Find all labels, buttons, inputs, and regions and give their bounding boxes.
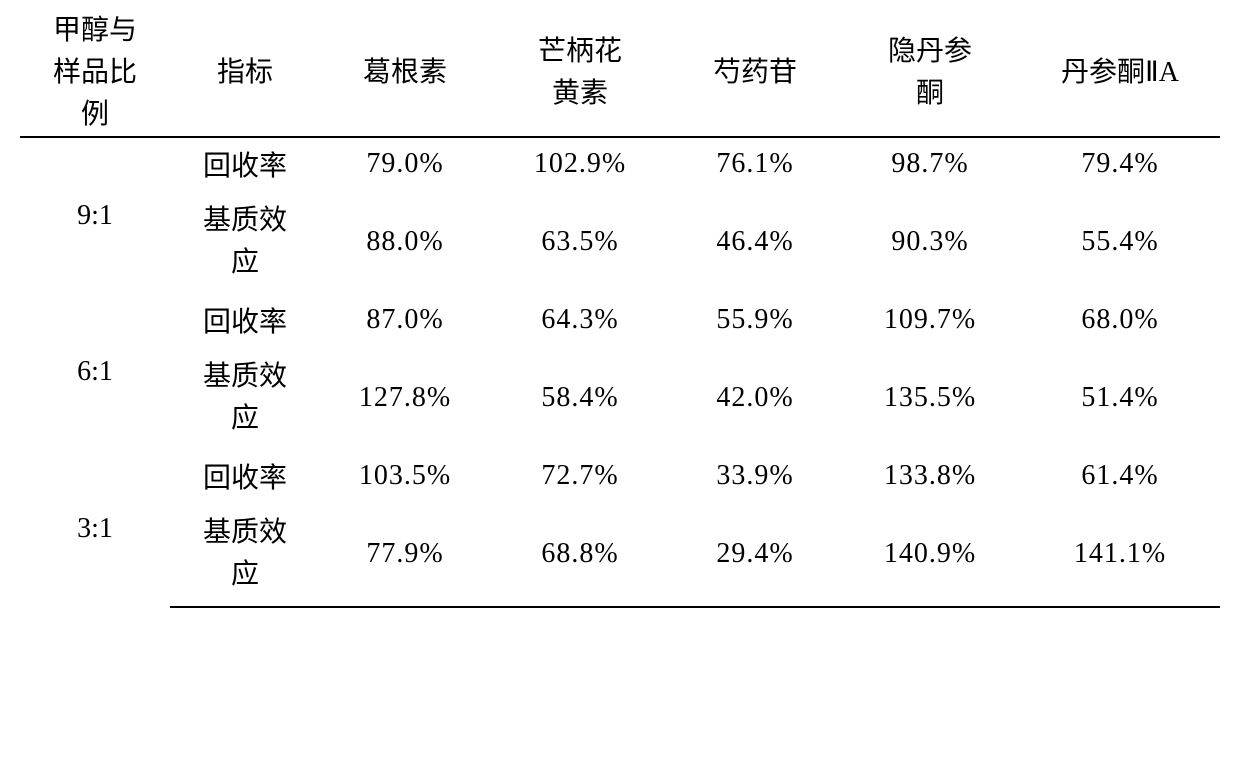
table-cell: 58.4% (490, 346, 670, 450)
table-cell: 55.4% (1020, 190, 1220, 294)
metric-name: 回收率 (170, 294, 320, 346)
col-compound: 芒柄花黄素 (490, 10, 670, 137)
table-cell: 133.8% (840, 450, 1020, 502)
table-cell: 33.9% (670, 450, 840, 502)
table-cell: 109.7% (840, 294, 1020, 346)
table-cell: 63.5% (490, 190, 670, 294)
table-row: 3:1 回收率 103.5% 72.7% 33.9% 133.8% 61.4% (20, 450, 1220, 502)
table-cell: 98.7% (840, 137, 1020, 190)
col-compound: 隐丹参酮 (840, 10, 1020, 137)
data-table: 甲醇与样品比例 指标 葛根素 芒柄花黄素 芍药苷 隐丹参酮 丹参酮ⅡA 9:1 … (20, 10, 1220, 608)
table-row: 基质效应 127.8% 58.4% 42.0% 135.5% 51.4% (20, 346, 1220, 450)
table-cell: 103.5% (320, 450, 490, 502)
table-cell: 135.5% (840, 346, 1020, 450)
table-cell: 64.3% (490, 294, 670, 346)
table-cell: 141.1% (1020, 502, 1220, 607)
table-cell: 102.9% (490, 137, 670, 190)
table-cell: 42.0% (670, 346, 840, 450)
ratio-cell: 9:1 (20, 137, 170, 294)
table-cell: 29.4% (670, 502, 840, 607)
table-cell: 87.0% (320, 294, 490, 346)
ratio-cell: 3:1 (20, 450, 170, 607)
table-cell: 79.0% (320, 137, 490, 190)
table-cell: 72.7% (490, 450, 670, 502)
metric-name: 回收率 (170, 137, 320, 190)
table-cell: 90.3% (840, 190, 1020, 294)
table-cell: 61.4% (1020, 450, 1220, 502)
metric-name: 基质效应 (170, 190, 320, 294)
col-compound: 丹参酮ⅡA (1020, 10, 1220, 137)
table-cell: 88.0% (320, 190, 490, 294)
col-metric: 指标 (170, 10, 320, 137)
metric-name: 基质效应 (170, 346, 320, 450)
metric-name: 回收率 (170, 450, 320, 502)
table-cell: 76.1% (670, 137, 840, 190)
table-row: 基质效应 77.9% 68.8% 29.4% 140.9% 141.1% (20, 502, 1220, 607)
table-cell: 55.9% (670, 294, 840, 346)
table-cell: 68.0% (1020, 294, 1220, 346)
table-cell: 46.4% (670, 190, 840, 294)
table-cell: 140.9% (840, 502, 1020, 607)
col-compound: 葛根素 (320, 10, 490, 137)
table-row: 9:1 回收率 79.0% 102.9% 76.1% 98.7% 79.4% (20, 137, 1220, 190)
table-cell: 51.4% (1020, 346, 1220, 450)
table-header-row: 甲醇与样品比例 指标 葛根素 芒柄花黄素 芍药苷 隐丹参酮 丹参酮ⅡA (20, 10, 1220, 137)
col-ratio: 甲醇与样品比例 (20, 10, 170, 137)
table-row: 基质效应 88.0% 63.5% 46.4% 90.3% 55.4% (20, 190, 1220, 294)
table-cell: 68.8% (490, 502, 670, 607)
metric-name: 基质效应 (170, 502, 320, 607)
ratio-cell: 6:1 (20, 294, 170, 450)
table-cell: 77.9% (320, 502, 490, 607)
table-row: 6:1 回收率 87.0% 64.3% 55.9% 109.7% 68.0% (20, 294, 1220, 346)
table-cell: 127.8% (320, 346, 490, 450)
table-cell: 79.4% (1020, 137, 1220, 190)
col-compound: 芍药苷 (670, 10, 840, 137)
